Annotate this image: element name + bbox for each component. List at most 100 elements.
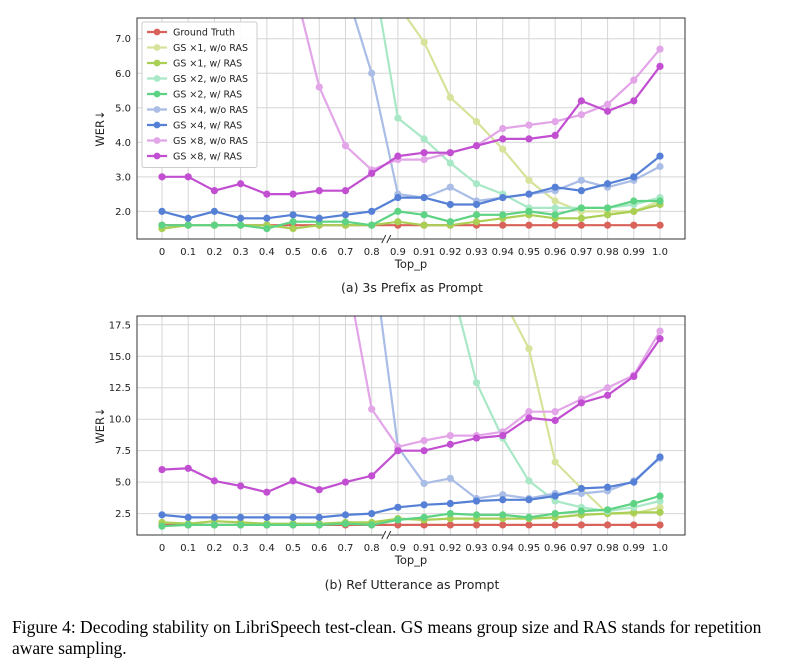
data-point bbox=[420, 211, 428, 219]
data-point bbox=[472, 142, 481, 150]
data-point bbox=[472, 521, 481, 529]
data-point bbox=[656, 453, 664, 461]
data-point bbox=[184, 173, 192, 181]
data-point bbox=[499, 124, 507, 133]
data-point bbox=[551, 183, 559, 191]
data-point bbox=[420, 221, 428, 229]
x-tick-label: 0.93 bbox=[465, 247, 487, 258]
data-point bbox=[289, 477, 297, 485]
data-point bbox=[630, 478, 638, 486]
data-point bbox=[289, 190, 297, 198]
data-point bbox=[420, 447, 428, 455]
data-point bbox=[577, 484, 585, 493]
data-point bbox=[525, 207, 533, 215]
x-tick-label: 0.93 bbox=[465, 543, 487, 554]
data-point bbox=[525, 176, 533, 184]
data-point bbox=[656, 221, 664, 229]
legend-marker bbox=[153, 59, 161, 67]
data-point bbox=[577, 187, 585, 195]
data-point bbox=[315, 83, 323, 91]
data-point bbox=[420, 521, 428, 529]
data-point bbox=[158, 207, 166, 215]
series-entry-line bbox=[353, 315, 373, 410]
data-point bbox=[525, 414, 533, 422]
legend-entry: GS ×1, w/ RAS bbox=[173, 59, 242, 70]
data-point bbox=[525, 521, 533, 529]
axis-break-mark bbox=[386, 530, 392, 540]
series-line bbox=[318, 48, 661, 172]
y-tick-label: 15.0 bbox=[109, 352, 131, 363]
data-point bbox=[341, 511, 350, 519]
data-point bbox=[551, 197, 559, 205]
data-point bbox=[656, 162, 664, 171]
data-point bbox=[499, 193, 507, 202]
data-point bbox=[551, 117, 559, 126]
data-point bbox=[656, 45, 664, 53]
data-point bbox=[472, 497, 481, 505]
x-tick-label: 0.9 bbox=[390, 543, 406, 554]
series-entry-line bbox=[353, 17, 373, 74]
series-line bbox=[161, 456, 661, 519]
data-point bbox=[368, 69, 376, 77]
x-tick-label: 0.96 bbox=[544, 247, 566, 258]
series-line bbox=[161, 155, 661, 220]
data-point bbox=[420, 135, 428, 143]
data-point bbox=[472, 180, 481, 188]
data-point bbox=[603, 100, 612, 108]
data-point bbox=[603, 483, 612, 491]
series-entry-line bbox=[406, 17, 426, 43]
series-line bbox=[162, 199, 660, 230]
data-point bbox=[446, 515, 454, 523]
data-point bbox=[525, 190, 533, 198]
data-point bbox=[210, 187, 219, 195]
data-point bbox=[420, 437, 428, 445]
legend-marker bbox=[153, 137, 161, 144]
data-point bbox=[237, 214, 245, 222]
data-point bbox=[210, 207, 219, 215]
data-point bbox=[368, 405, 376, 413]
data-point bbox=[315, 187, 323, 195]
x-tick-label: 0.1 bbox=[180, 247, 196, 258]
y-tick-label: 7.0 bbox=[115, 34, 131, 45]
x-tick-label: 0.7 bbox=[338, 247, 354, 258]
data-point bbox=[184, 464, 192, 472]
y-tick-label: 10.0 bbox=[109, 415, 131, 426]
data-point bbox=[499, 211, 507, 219]
data-point bbox=[472, 379, 481, 387]
data-point bbox=[577, 399, 585, 407]
x-tick-label: 0.9 bbox=[390, 247, 406, 258]
x-tick-label: 1.0 bbox=[652, 543, 668, 554]
series-4 bbox=[158, 492, 664, 530]
x-tick-label: 0.95 bbox=[518, 543, 540, 554]
data-point bbox=[551, 204, 559, 212]
plot-area bbox=[137, 316, 685, 535]
data-point bbox=[577, 221, 585, 229]
x-tick-label: 0.94 bbox=[492, 247, 514, 258]
data-point bbox=[446, 183, 454, 191]
legend-entry: GS ×4, w/o RAS bbox=[173, 105, 248, 116]
data-point bbox=[603, 506, 612, 514]
data-point bbox=[394, 447, 402, 455]
data-point bbox=[158, 522, 166, 530]
legend-box bbox=[141, 21, 258, 168]
data-point bbox=[263, 521, 271, 529]
data-point bbox=[525, 477, 533, 485]
x-tick-label: 0.95 bbox=[518, 247, 540, 258]
data-point bbox=[368, 510, 376, 518]
x-tick-label: 1.0 bbox=[652, 247, 668, 258]
data-point bbox=[263, 225, 271, 233]
plot-frame bbox=[136, 315, 686, 536]
data-point bbox=[341, 187, 350, 195]
data-point bbox=[577, 214, 585, 222]
data-point bbox=[341, 478, 350, 486]
data-point bbox=[499, 431, 507, 440]
data-point bbox=[551, 510, 559, 518]
data-point bbox=[472, 200, 481, 209]
data-point bbox=[341, 218, 350, 226]
data-point bbox=[158, 511, 166, 519]
series-entry-line bbox=[510, 315, 530, 350]
data-point bbox=[210, 477, 219, 485]
data-point bbox=[420, 155, 428, 164]
x-tick-label: 0.92 bbox=[439, 543, 461, 554]
